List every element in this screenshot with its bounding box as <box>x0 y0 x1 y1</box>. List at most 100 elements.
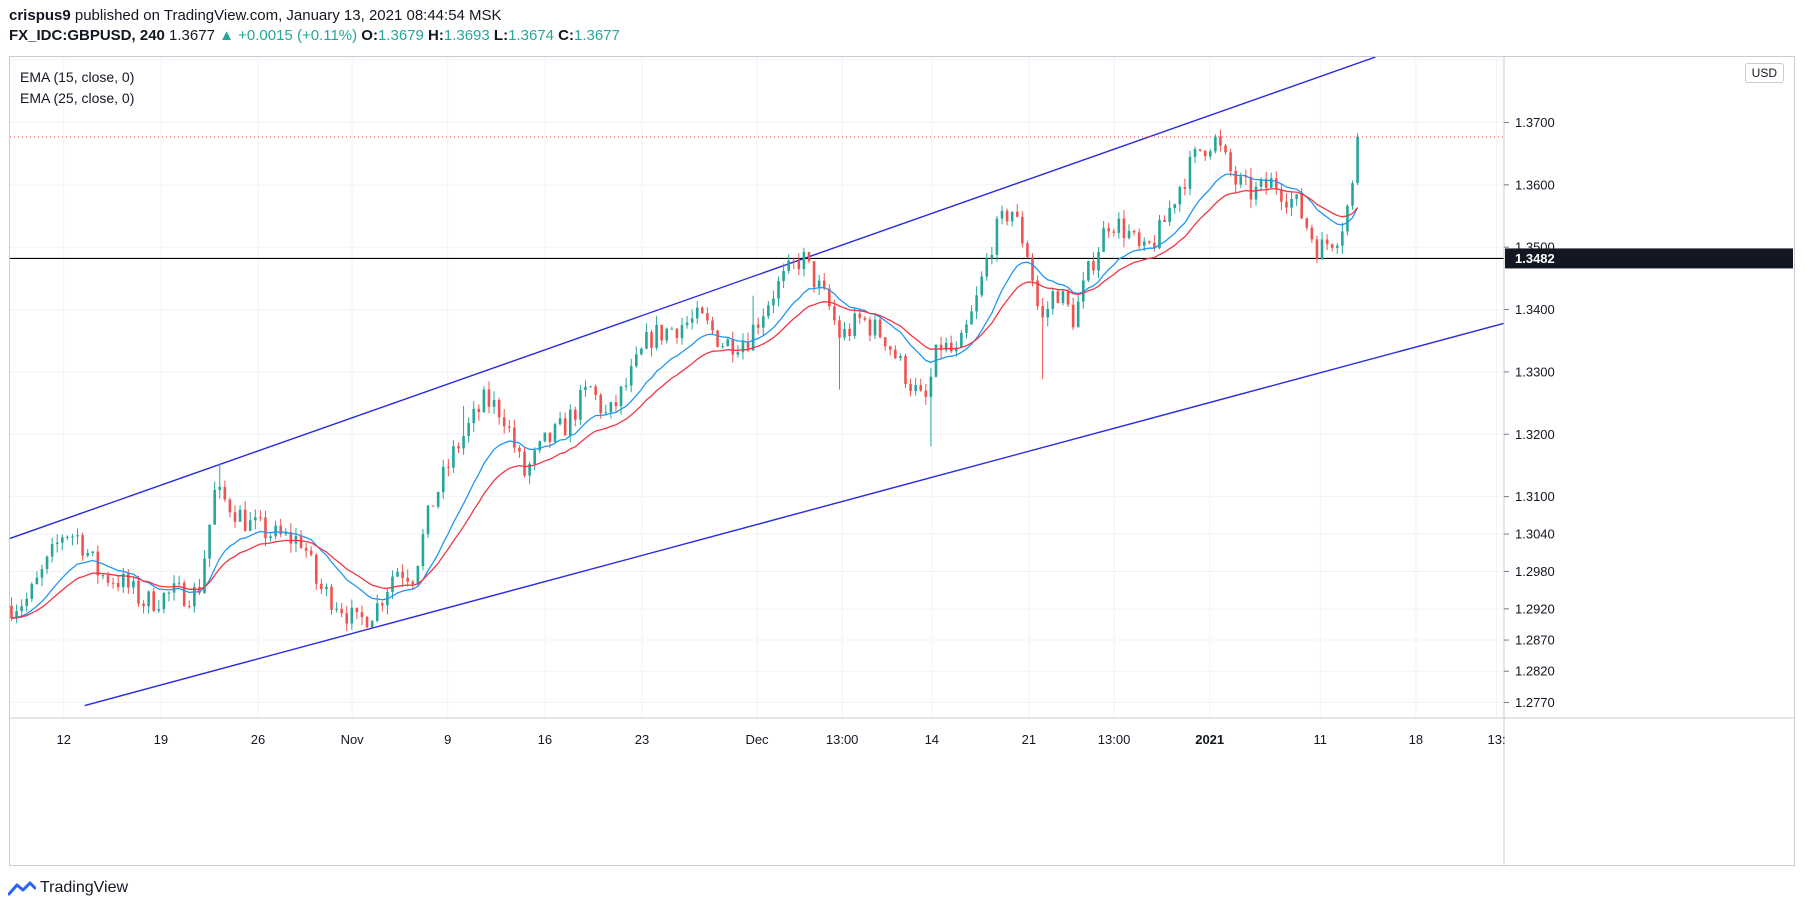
candle-body <box>1214 136 1217 152</box>
candle-body <box>1097 251 1100 271</box>
author-name[interactable]: crispus9 <box>9 7 71 24</box>
candle-body <box>949 342 953 352</box>
close-label: C: <box>558 27 574 44</box>
candle-body <box>609 402 613 413</box>
time-tick-label: Dec <box>745 732 769 747</box>
candle-body <box>1249 176 1253 200</box>
candle-body <box>909 384 912 392</box>
candle-body <box>1203 150 1207 157</box>
published-text: published on TradingView.com, January 13… <box>74 7 502 24</box>
candle-body <box>279 525 283 535</box>
price-tick-label: 1.3600 <box>1515 177 1555 192</box>
candle-body <box>1295 194 1298 199</box>
candle-body <box>833 306 836 321</box>
candle-body <box>640 348 643 355</box>
channel-upper-line <box>10 57 1376 540</box>
candle-body <box>132 581 135 588</box>
candle-body <box>81 535 84 556</box>
candle-body <box>1031 257 1034 281</box>
candle-body <box>411 581 415 585</box>
candle-body <box>797 261 801 270</box>
channel-lower-line <box>84 322 1505 707</box>
candle-body <box>1310 227 1314 240</box>
high-value: 1.3693 <box>443 27 490 44</box>
candle-body <box>218 486 222 490</box>
candle-body <box>274 525 277 537</box>
price-tick-label: 1.3300 <box>1515 364 1555 379</box>
candle-body <box>1208 151 1212 157</box>
price-chart[interactable]: 1.2770 1.2820 1.2870 1.2920 1.2980 1.3040 1.31… <box>10 57 1794 865</box>
candle-body <box>157 609 161 611</box>
candle-body <box>767 305 770 317</box>
candle-body <box>944 342 948 351</box>
candle-body <box>802 252 806 270</box>
indicator-legend: EMA (15, close, 0) EMA (25, close, 0) <box>20 67 134 109</box>
candle-body <box>1061 291 1065 304</box>
candle-body <box>1168 207 1171 222</box>
candle-body <box>675 328 679 339</box>
candle-body <box>370 620 374 628</box>
candle-body <box>619 386 623 407</box>
candle-body <box>1259 179 1263 187</box>
chart-frame[interactable]: 1.2770 1.2820 1.2870 1.2920 1.2980 1.3040 1.31… <box>9 56 1795 866</box>
candle-body <box>127 573 130 588</box>
candle-body <box>518 447 521 452</box>
candle-body <box>665 328 669 341</box>
candle-body <box>259 517 262 519</box>
candle-body <box>193 586 196 607</box>
candle-body <box>863 317 867 320</box>
candle-body <box>1229 152 1232 172</box>
candle-body <box>589 386 592 388</box>
candle-body <box>1092 261 1095 271</box>
time-tick-label: 13:00 <box>1098 732 1131 747</box>
candle-body <box>553 424 557 442</box>
price-tick-label: 1.2870 <box>1515 633 1555 648</box>
candle-body <box>116 582 120 588</box>
candle-body <box>1239 176 1243 185</box>
candle-body <box>10 605 13 619</box>
candle-body <box>868 319 872 336</box>
candle-body <box>40 569 44 578</box>
candle-body <box>746 341 750 351</box>
candle-body <box>299 535 303 548</box>
chart-header: crispus9 published on TradingView.com, J… <box>9 6 1795 48</box>
candle-body <box>441 466 445 493</box>
candle-body <box>416 566 420 585</box>
time-tick-label: Nov <box>341 732 365 747</box>
candle-body <box>838 320 841 338</box>
price-tick-label: 1.3040 <box>1515 527 1555 542</box>
candle-body <box>76 535 79 537</box>
candle-body <box>822 280 826 289</box>
candle-body <box>574 409 577 420</box>
candle-body <box>264 517 267 539</box>
candle-body <box>711 320 714 331</box>
candle-body <box>162 593 166 610</box>
candle-body <box>340 608 343 614</box>
low-value: 1.3674 <box>508 27 554 44</box>
candle-body <box>269 536 272 539</box>
ema-fast-legend[interactable]: EMA (15, close, 0) <box>20 69 135 85</box>
candle-body <box>899 355 902 359</box>
currency-button[interactable]: USD <box>1744 63 1784 83</box>
candle-body <box>1269 178 1273 188</box>
candle-body <box>502 417 506 427</box>
candle-body <box>1275 178 1278 190</box>
candle-body <box>873 319 877 336</box>
candle-body <box>970 311 973 325</box>
price-tick-label: 1.2770 <box>1515 695 1555 710</box>
ema-slow-legend[interactable]: EMA (25, close, 0) <box>20 90 135 106</box>
candle-body <box>990 254 994 259</box>
candle-body <box>365 617 369 628</box>
candle-body <box>975 295 978 312</box>
candle-body <box>538 441 542 451</box>
candle-body <box>487 389 491 407</box>
candle-body <box>807 252 811 262</box>
candle-body <box>1178 186 1182 205</box>
candle-body <box>1285 201 1288 208</box>
candle-body <box>1325 239 1329 245</box>
candle-body <box>335 608 338 610</box>
candle-body <box>1117 218 1121 233</box>
tradingview-footer: TradingView <box>8 877 128 899</box>
candle-body <box>634 354 638 367</box>
candle-body <box>1122 218 1126 239</box>
